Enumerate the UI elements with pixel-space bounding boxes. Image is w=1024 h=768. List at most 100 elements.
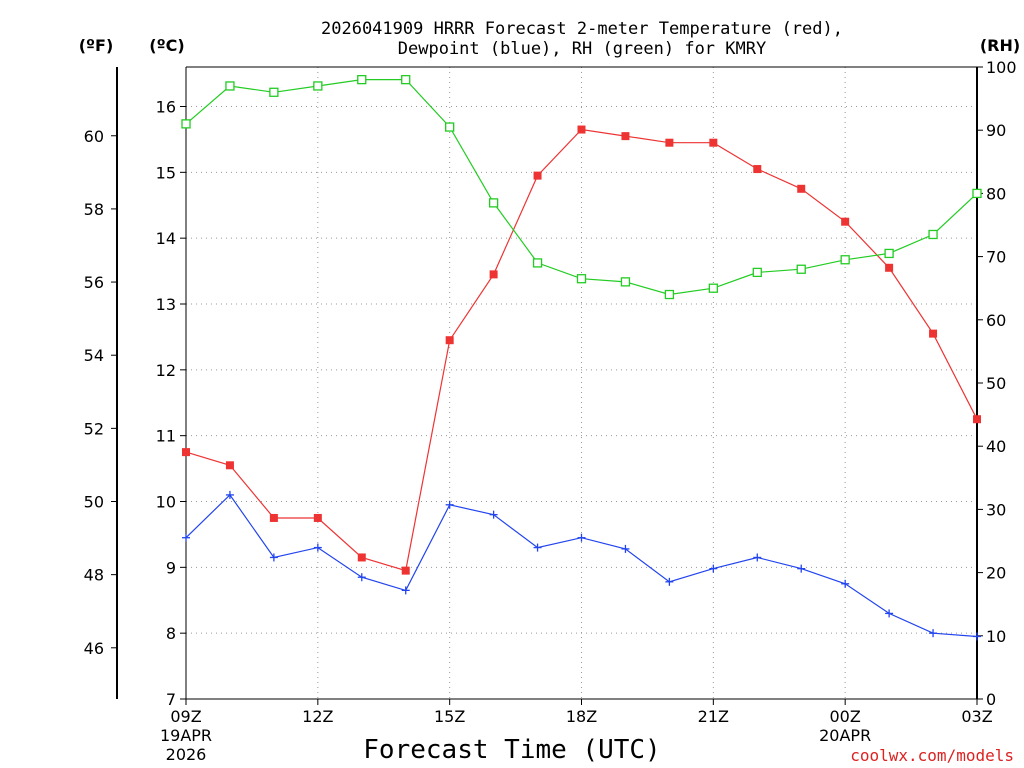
x-tick-label: 12Z — [302, 707, 333, 726]
celsius-tick-label: 8 — [166, 624, 176, 643]
temperature-point — [753, 165, 762, 174]
temperature-point — [621, 132, 630, 141]
dewpoint-point — [489, 510, 498, 519]
rh-tick-label: 10 — [986, 627, 1006, 646]
rh-point — [181, 119, 191, 129]
celsius-tick-label: 12 — [156, 361, 176, 380]
rh-point — [445, 122, 455, 132]
temperature-point — [401, 566, 410, 575]
rh-point — [796, 264, 806, 274]
temperature-point — [182, 448, 190, 457]
dewpoint-point — [577, 533, 586, 542]
dewpoint-point — [709, 564, 718, 573]
rh-point — [840, 255, 850, 265]
rh-point — [532, 258, 543, 268]
dewpoint-point — [841, 579, 850, 588]
rh-point — [620, 277, 631, 287]
rh-axis-unit: (RH) — [980, 36, 1020, 55]
dewpoint-point — [929, 629, 938, 638]
x-tick-year-label: 2026 — [166, 745, 207, 764]
temperature-point — [709, 138, 718, 147]
rh-point — [225, 81, 235, 91]
temperature-point — [269, 513, 278, 522]
fahrenheit-tick-label: 48 — [84, 566, 104, 585]
temperature-point — [357, 553, 366, 562]
dewpoint-point — [225, 490, 234, 499]
fahrenheit-tick-label: 56 — [84, 273, 104, 292]
rh-point — [269, 87, 279, 97]
celsius-axis-unit: (ºC) — [149, 36, 184, 55]
x-tick-date-label: 19APR — [160, 726, 212, 745]
temperature-point — [445, 336, 454, 345]
temperature-point — [313, 513, 322, 522]
temperature-point — [929, 329, 938, 338]
rh-point — [357, 74, 367, 85]
celsius-tick-label: 15 — [156, 163, 176, 182]
temperature-point — [577, 125, 586, 134]
series-layer — [181, 74, 982, 641]
dewpoint-point — [621, 544, 630, 553]
rh-point — [664, 289, 675, 300]
celsius-tick-label: 13 — [156, 295, 176, 314]
rh-tick-label: 80 — [986, 184, 1006, 203]
rh-tick-label: 20 — [986, 564, 1006, 583]
dewpoint-point — [753, 553, 762, 562]
celsius-tick-label: 7 — [166, 690, 176, 709]
x-tick-label: 18Z — [566, 707, 597, 726]
rh-point — [972, 188, 982, 199]
celsius-tick-label: 16 — [156, 98, 176, 117]
rh-point — [401, 74, 411, 85]
rh-tick-label: 100 — [986, 58, 1017, 77]
rh-point — [884, 248, 894, 259]
dewpoint-point — [885, 609, 894, 618]
dewpoint-point — [665, 577, 674, 586]
rh-tick-label: 70 — [986, 248, 1006, 267]
temperature-line — [185, 128, 978, 572]
temperature-point — [841, 217, 850, 226]
rh-point — [752, 267, 762, 278]
rh-point — [928, 229, 938, 240]
celsius-tick-label: 9 — [166, 558, 176, 577]
x-axis-label: Forecast Time (UTC) — [363, 735, 660, 765]
fahrenheit-tick-label: 58 — [84, 200, 104, 219]
temperature-point — [797, 184, 806, 193]
temperature-point — [973, 415, 981, 424]
fahrenheit-tick-label: 54 — [84, 346, 104, 365]
chart-title-line-2: Dewpoint (blue), RH (green) for KMRY — [398, 39, 766, 59]
dewpoint-point — [445, 500, 454, 509]
dewpoint-point — [797, 564, 806, 573]
dewpoint-line — [185, 493, 978, 638]
dewpoint-point — [401, 586, 410, 595]
rh-point — [313, 81, 323, 91]
celsius-tick-label: 14 — [156, 229, 176, 248]
dewpoint-point — [973, 632, 981, 641]
credit-link[interactable]: coolwx.com/models — [850, 746, 1014, 765]
temperature-point — [533, 171, 542, 180]
fahrenheit-tick-label: 60 — [84, 127, 104, 146]
rh-point — [576, 274, 587, 284]
rh-tick-label: 40 — [986, 437, 1006, 456]
fahrenheit-axis-unit: (ºF) — [79, 36, 114, 55]
rh-tick-label: 50 — [986, 374, 1006, 393]
dewpoint-point — [357, 573, 366, 582]
fahrenheit-tick-label: 46 — [84, 639, 104, 658]
x-tick-label: 03Z — [961, 707, 992, 726]
dewpoint-point — [269, 553, 278, 562]
rh-tick-label: 60 — [986, 311, 1006, 330]
x-tick-date-label: 20APR — [819, 726, 871, 745]
x-tick-label: 21Z — [698, 707, 729, 726]
grid-layer — [186, 67, 977, 699]
temperature-point — [225, 461, 234, 470]
rh-tick-label: 0 — [986, 690, 996, 709]
rh-point — [708, 283, 718, 293]
rh-tick-label: 30 — [986, 500, 1006, 519]
celsius-tick-label: 11 — [156, 427, 176, 446]
x-tick-label: 15Z — [434, 707, 465, 726]
dewpoint-point — [533, 543, 542, 552]
x-tick-label: 09Z — [170, 707, 201, 726]
temperature-point — [885, 263, 894, 272]
chart-title-line-1: 2026041909 HRRR Forecast 2-meter Tempera… — [321, 19, 843, 39]
temperature-point — [665, 138, 674, 147]
